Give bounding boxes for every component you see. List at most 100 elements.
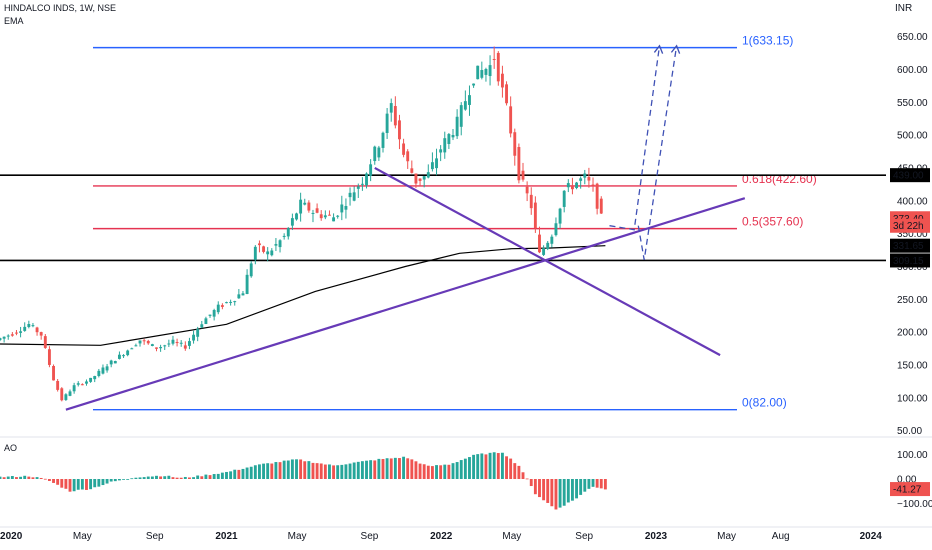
ao-bar (451, 463, 455, 479)
candle-body (579, 178, 583, 181)
ao-bar (521, 472, 525, 479)
ao-bar (591, 479, 595, 487)
candle-body (80, 384, 84, 386)
ao-indicator-label[interactable]: AO (4, 443, 18, 453)
ao-tick-label: −100.00 (897, 499, 932, 510)
candle-body (430, 162, 434, 170)
ao-bar (542, 479, 546, 501)
candle-body (212, 310, 216, 317)
candle-body (56, 380, 60, 390)
candle-body (52, 366, 55, 381)
ao-bar (56, 479, 60, 485)
candle-body (290, 218, 294, 226)
candle-body (435, 158, 438, 169)
ao-bar (159, 476, 163, 479)
ao-bar (332, 465, 336, 479)
fib-level-label: 0.618(422.60) (742, 172, 817, 186)
candle-body (463, 101, 467, 110)
candle-body (282, 235, 286, 237)
candle-body (0, 338, 2, 341)
candle-body (369, 164, 373, 176)
ao-bar (435, 465, 438, 479)
price-tick-label: 150.00 (897, 361, 928, 372)
candle-body (15, 332, 18, 334)
ao-bar (488, 452, 492, 479)
trendline (374, 166, 721, 357)
candle-body (521, 170, 525, 180)
ema-indicator-label[interactable]: EMA (4, 16, 24, 26)
candle-body (245, 274, 249, 294)
ao-bar (200, 476, 204, 479)
candle-body (414, 173, 418, 184)
candle-body (393, 106, 397, 126)
price-tag-text: 439.00 (893, 171, 924, 182)
ao-bar (27, 476, 31, 479)
ao-bar (328, 464, 331, 479)
ao-bar (117, 479, 121, 481)
candle-body (472, 83, 476, 86)
ao-bar (60, 479, 64, 488)
candle-body (558, 208, 562, 224)
candle-body (570, 186, 574, 190)
candle-body (529, 194, 533, 209)
candle-body (422, 176, 426, 180)
price-tag (890, 482, 930, 497)
candle-body (484, 68, 488, 75)
time-tick-label: 2022 (430, 531, 453, 542)
candle-body (155, 347, 158, 349)
ao-bar (155, 475, 158, 479)
candle-body (468, 95, 471, 105)
ao-bar (599, 479, 603, 489)
time-tick-label: May (288, 531, 307, 542)
ao-bar (146, 476, 150, 479)
candle-body (525, 186, 529, 194)
ao-bar (554, 479, 558, 510)
ao-bar (278, 462, 282, 479)
ao-bar (587, 479, 591, 489)
ao-bar (509, 458, 513, 479)
candle-body (220, 305, 224, 307)
candle-body (328, 214, 331, 216)
candle-body (332, 217, 336, 222)
ao-bar (138, 477, 142, 479)
candle-body (373, 146, 377, 162)
candle-body (233, 301, 237, 303)
ao-bar (533, 479, 537, 495)
ao-bar (426, 465, 430, 479)
ao-bar (550, 479, 554, 507)
ao-bar (505, 456, 508, 479)
candle-body (365, 173, 368, 186)
candle-body (72, 385, 76, 392)
candle-body (480, 70, 484, 78)
price-tag-text: -41.27 (893, 485, 922, 496)
price-tick-label: 600.00 (897, 65, 928, 76)
ao-bar (175, 477, 179, 479)
ao-bar (393, 457, 397, 479)
ao-bar (562, 479, 566, 506)
ao-bar (35, 477, 39, 479)
candle-body (258, 243, 261, 246)
time-tick-label: 2021 (215, 531, 238, 542)
candle-body (249, 263, 253, 277)
candle-body (505, 84, 508, 104)
price-tag (890, 168, 930, 183)
candle-body (27, 323, 31, 328)
ao-bar (583, 479, 587, 492)
ao-bar (307, 461, 311, 479)
candle-body (583, 173, 587, 178)
ao-bar (233, 469, 237, 479)
ao-bar (204, 474, 208, 479)
candle-body (295, 213, 298, 220)
ao-bar (513, 463, 517, 479)
ao-bar (311, 462, 315, 479)
ao-bar (443, 464, 447, 479)
ao-bar (216, 473, 220, 479)
projection-paths (609, 44, 681, 261)
candle-body (323, 215, 327, 218)
time-tick-label: Sep (575, 531, 593, 542)
candle-body (385, 113, 389, 133)
candle-body (307, 202, 311, 211)
candle-body (451, 134, 455, 138)
